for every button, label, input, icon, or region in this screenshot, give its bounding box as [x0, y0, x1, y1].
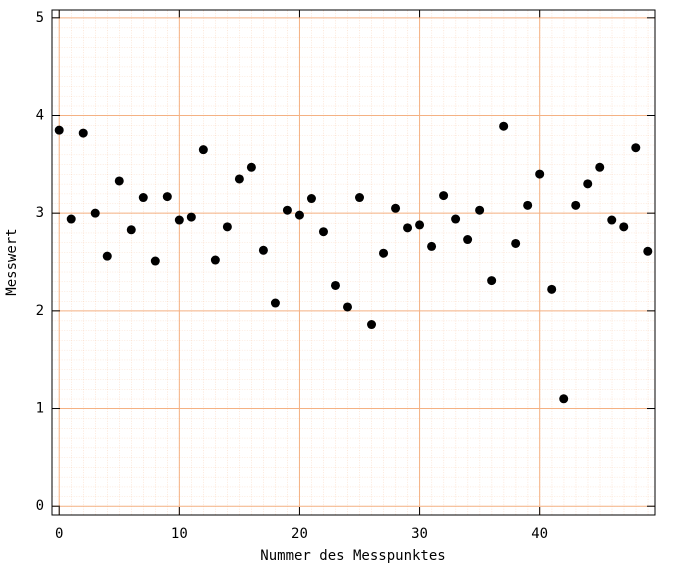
x-tick-label: 30 [411, 526, 428, 542]
x-tick-label: 40 [531, 526, 548, 542]
y-tick-label: 0 [36, 498, 44, 514]
point [138, 193, 148, 203]
point [631, 143, 641, 153]
point [318, 227, 328, 237]
point [306, 194, 316, 204]
point [282, 205, 292, 215]
y-axis-label: Messwert [4, 228, 20, 295]
point [475, 205, 485, 215]
point [439, 191, 449, 201]
x-tick-label: 10 [171, 526, 188, 542]
x-tick-label: 0 [55, 526, 63, 542]
point [499, 121, 509, 131]
point [487, 276, 497, 286]
point [355, 193, 365, 203]
point [511, 238, 521, 248]
point [619, 222, 629, 232]
point [451, 214, 461, 224]
plot-frame [51, 9, 656, 516]
point [607, 215, 617, 225]
minor-grid-area [52, 10, 655, 515]
point [559, 394, 569, 404]
point [186, 212, 196, 222]
point [595, 162, 605, 172]
point [391, 203, 401, 213]
point [547, 284, 557, 294]
point [126, 225, 136, 235]
y-tick-label: 4 [36, 107, 44, 123]
point [535, 169, 545, 179]
point [234, 174, 244, 184]
point [102, 251, 112, 261]
point [270, 298, 280, 308]
point [427, 241, 437, 251]
x-axis-label: Nummer des Messpunktes [260, 548, 445, 564]
point [523, 200, 533, 210]
point [379, 248, 389, 258]
point [330, 280, 340, 290]
point [162, 192, 172, 202]
point [367, 320, 377, 330]
y-tick-label: 5 [36, 10, 44, 26]
point [643, 246, 653, 256]
point [342, 302, 352, 312]
x-tick-label: 20 [291, 526, 308, 542]
point [174, 215, 184, 225]
y-tick-label: 2 [36, 303, 44, 319]
point [403, 223, 413, 233]
point [415, 220, 425, 230]
y-tick-label: 3 [36, 205, 44, 221]
point [54, 125, 64, 135]
point [583, 179, 593, 189]
point [210, 255, 220, 265]
point [222, 222, 232, 232]
y-tick-label: 1 [36, 401, 44, 417]
point [246, 162, 256, 172]
point [150, 256, 160, 266]
point [463, 235, 473, 245]
point [78, 128, 88, 138]
point [258, 245, 268, 255]
point [90, 208, 100, 218]
point [114, 176, 124, 186]
point [198, 145, 208, 155]
point [66, 214, 76, 224]
point [571, 200, 581, 210]
point [294, 210, 304, 220]
